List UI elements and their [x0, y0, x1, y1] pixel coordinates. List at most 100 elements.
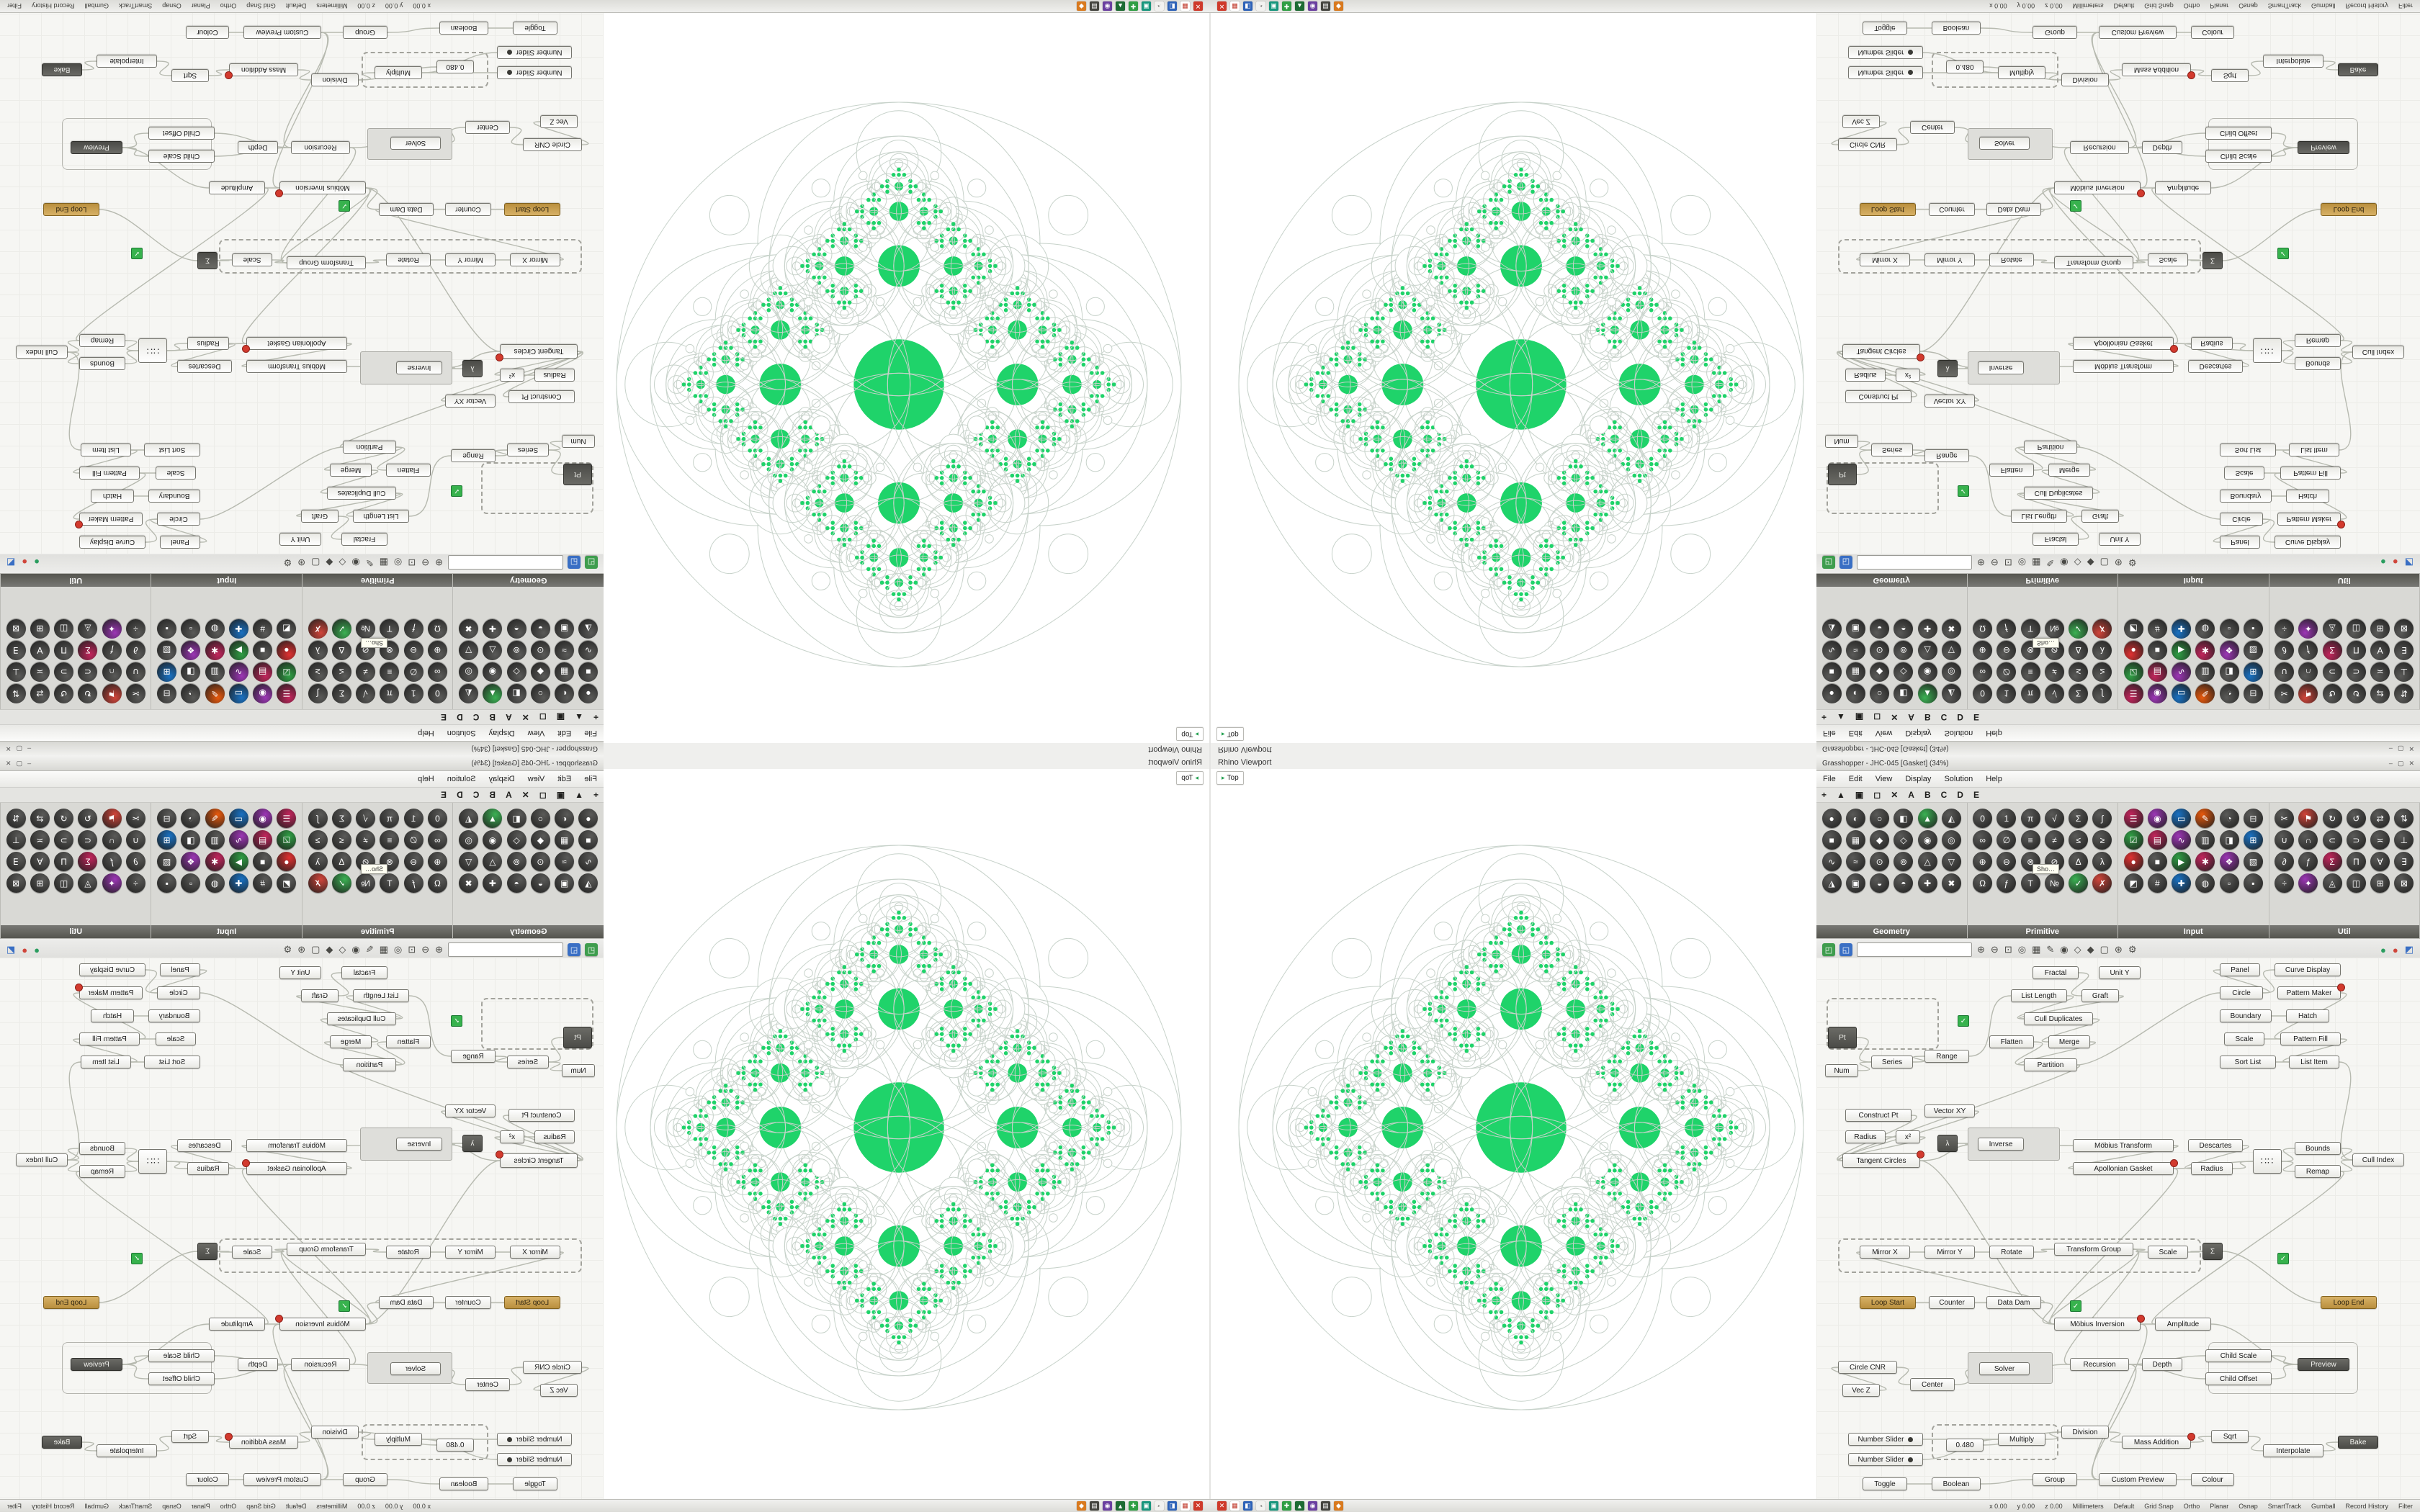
- component-icon[interactable]: ◬: [2322, 873, 2342, 893]
- delta-app-icon[interactable]: ▲: [1295, 1, 1304, 11]
- component-icon[interactable]: ∀: [2370, 641, 2390, 660]
- component-icon[interactable]: ◨: [2219, 830, 2239, 850]
- component-icon[interactable]: ✓: [2069, 873, 2089, 893]
- component-icon[interactable]: ≥: [308, 830, 328, 850]
- component-icon[interactable]: ≠: [2044, 662, 2064, 682]
- menu-item-edit[interactable]: Edit: [1848, 729, 1863, 737]
- open-file-icon[interactable]: ◰: [1822, 943, 1835, 956]
- component-icon[interactable]: ◨: [2219, 662, 2239, 682]
- gh-node[interactable]: Vec Z: [540, 1384, 578, 1397]
- component-icon[interactable]: ●: [277, 641, 297, 660]
- component-icon[interactable]: ∞: [427, 830, 447, 850]
- component-icon[interactable]: ∩: [2298, 830, 2318, 850]
- gh-node[interactable]: Bounds: [2295, 1142, 2341, 1155]
- menu-item-display[interactable]: Display: [1905, 729, 1932, 737]
- gh-node[interactable]: Graft: [301, 989, 339, 1002]
- menu-item-file[interactable]: File: [584, 775, 597, 783]
- gh-node[interactable]: Loop Start: [1860, 1296, 1916, 1309]
- list-app-icon[interactable]: ▤: [1090, 1501, 1099, 1511]
- component-icon[interactable]: ƒ: [102, 641, 122, 660]
- gh-node[interactable]: Num: [562, 435, 595, 448]
- status-item[interactable]: Record History: [2345, 2, 2388, 10]
- component-icon[interactable]: ✚: [483, 619, 503, 639]
- component-icon[interactable]: 1: [1996, 684, 2017, 703]
- gh-node[interactable]: Radius: [534, 369, 575, 382]
- component-icon[interactable]: T: [380, 619, 400, 639]
- bake-icon[interactable]: ⊛: [297, 557, 306, 568]
- component-icon[interactable]: ▲: [1917, 684, 1937, 703]
- gh-node[interactable]: Panel: [160, 963, 200, 976]
- component-icon[interactable]: ◉: [2147, 684, 2167, 703]
- component-icon[interactable]: ⊞: [157, 662, 177, 682]
- status-item[interactable]: Millimeters: [2072, 2, 2104, 10]
- component-icon[interactable]: ▫: [181, 873, 201, 893]
- component-icon[interactable]: ↺: [54, 684, 74, 703]
- gh-node[interactable]: Tangent Circles: [1842, 1153, 1920, 1168]
- gh-node[interactable]: Child Scale: [2205, 1349, 2272, 1362]
- gh-node[interactable]: Curve Display: [79, 536, 145, 549]
- component-icon[interactable]: ◒: [530, 873, 550, 893]
- component-icon[interactable]: ◉: [483, 830, 503, 850]
- gh-node[interactable]: Pattern Fill: [79, 1032, 140, 1045]
- status-item[interactable]: Grid Snap: [246, 1502, 276, 1510]
- gh-node[interactable]: Bounds: [79, 1142, 125, 1155]
- gh-node[interactable]: Center: [1910, 121, 1955, 134]
- gh-canvas[interactable]: Fractal Unit Y List Length Graft Cull Duplic…: [1816, 13, 2420, 554]
- slider-knob[interactable]: [1908, 1436, 1914, 1442]
- component-icon[interactable]: √: [2044, 809, 2064, 828]
- toggle-check-icon[interactable]: ✓: [131, 248, 143, 259]
- component-icon[interactable]: ◮: [578, 619, 599, 639]
- gh-node[interactable]: Series: [1871, 444, 1913, 456]
- gh-node[interactable]: Num: [562, 1064, 595, 1077]
- component-icon[interactable]: ∞: [1973, 662, 1993, 682]
- gh-node[interactable]: List Length: [2011, 989, 2067, 1002]
- category-tab[interactable]: ✕: [1891, 790, 1899, 800]
- gh-node[interactable]: Radius: [2191, 1162, 2233, 1175]
- gh-node[interactable]: Radius: [534, 1130, 575, 1143]
- menu-item-solution[interactable]: Solution: [1944, 775, 1973, 783]
- component-icon[interactable]: ▽: [459, 641, 479, 660]
- named-views-icon[interactable]: ▦: [2032, 944, 2041, 955]
- component-icon[interactable]: ƒ: [102, 852, 122, 871]
- gh-node[interactable]: Panel: [2220, 963, 2260, 976]
- component-icon[interactable]: ↺: [2346, 684, 2366, 703]
- component-icon[interactable]: ▤: [2147, 662, 2167, 682]
- gh-node[interactable]: Loop End: [43, 203, 99, 216]
- gh-node[interactable]: Preview: [71, 1358, 122, 1371]
- component-icon[interactable]: ▤: [2147, 830, 2167, 850]
- component-icon[interactable]: π: [2020, 809, 2040, 828]
- plus-app-icon[interactable]: ✚: [1282, 1501, 1291, 1511]
- gh-node[interactable]: Toggle: [1863, 22, 1907, 35]
- viewport-canvas[interactable]: ▸ Top: [603, 769, 1209, 1499]
- component-icon[interactable]: ●: [1821, 809, 1842, 828]
- gh-node[interactable]: x²: [500, 1130, 524, 1143]
- gh-node[interactable]: Scale: [156, 467, 196, 480]
- component-icon[interactable]: ∫: [2092, 809, 2112, 828]
- menu-item-help[interactable]: Help: [418, 729, 434, 737]
- gh-node[interactable]: Solver: [1979, 1362, 2030, 1375]
- component-icon[interactable]: ◫: [2346, 619, 2366, 639]
- component-icon[interactable]: ✱: [2195, 641, 2215, 660]
- component-icon[interactable]: ●: [2123, 641, 2143, 660]
- gh-node[interactable]: Inverse: [396, 1138, 442, 1151]
- component-icon[interactable]: ƒ: [1996, 619, 2017, 639]
- gh-node[interactable]: Flatten: [1989, 464, 2034, 477]
- component-icon[interactable]: △: [483, 641, 503, 660]
- component-icon[interactable]: ⊖: [1996, 641, 2017, 660]
- gh-node[interactable]: Solver: [1979, 137, 2030, 150]
- gh-node[interactable]: Transform Group: [287, 1243, 366, 1256]
- component-icon[interactable]: ▤: [253, 662, 273, 682]
- wireframe-icon[interactable]: ◇: [339, 557, 346, 568]
- component-icon[interactable]: ⚑: [102, 684, 122, 703]
- component-icon[interactable]: ⊞: [2370, 873, 2390, 893]
- gh-node[interactable]: Counter: [1929, 1296, 1975, 1309]
- gh-node[interactable]: Boolean: [1932, 22, 1981, 35]
- save-file-icon[interactable]: ◱: [568, 943, 581, 956]
- status-item[interactable]: Millimeters: [2072, 1502, 2104, 1510]
- gh-node[interactable]: Partition: [2024, 1058, 2077, 1071]
- component-icon[interactable]: ◔: [181, 809, 201, 828]
- category-tab[interactable]: ✕: [1891, 712, 1899, 722]
- component-icon[interactable]: ◐: [555, 684, 575, 703]
- gh-node[interactable]: Num: [1825, 1064, 1858, 1077]
- solver-on-icon[interactable]: ●: [2380, 944, 2386, 955]
